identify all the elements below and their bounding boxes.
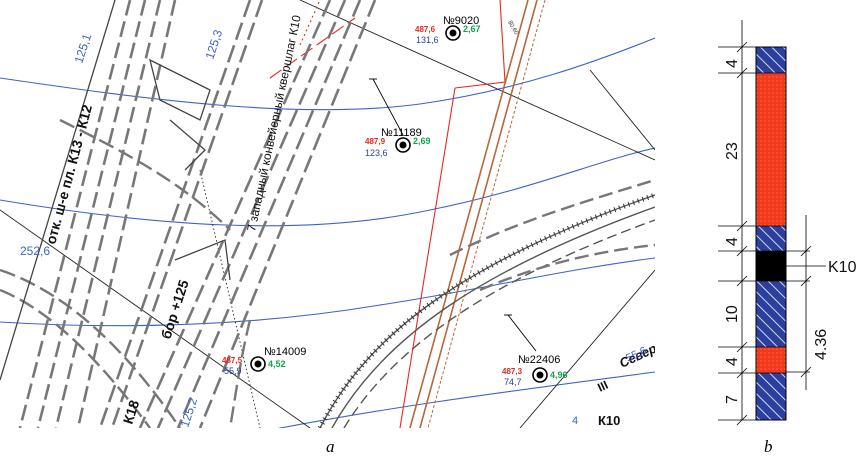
caption-a: a — [326, 437, 335, 456]
tunnel-lines-center — [98, 0, 377, 428]
layer-bottom-hatched — [756, 373, 786, 420]
contour-value-1253: 125,3 — [203, 28, 226, 61]
well-green-value: 4,52 — [268, 359, 286, 369]
mine-plan-map: 7 западный конвейерный квершлаг К10 отк.… — [0, 0, 655, 429]
thickness-label: 4 — [724, 357, 741, 366]
offset-label: 4.36 — [813, 329, 830, 360]
well-red-value: 487,9 — [365, 137, 386, 146]
contour-value-1252: 125,2 — [178, 396, 201, 429]
layer-upper-red — [756, 73, 786, 226]
leader-line — [372, 78, 404, 136]
well-14009: №14009 487,5 4,52 55,9 — [222, 346, 306, 376]
bor-label: бор +125 — [158, 278, 192, 341]
contour-value-2526: 252,6 — [20, 244, 50, 258]
leader-line — [507, 314, 537, 352]
well-label: №14009 — [264, 346, 306, 358]
seam-label: K10 — [828, 259, 857, 276]
well-red-value: 487,5 — [222, 356, 243, 365]
thickness-label: 4 — [724, 237, 741, 246]
well-22406: №22406 487,3 4,96 74,7 — [502, 314, 568, 387]
thickness-label: 10 — [724, 305, 741, 323]
well-red-value: 487,3 — [502, 367, 523, 376]
k10-label: К10 — [598, 413, 620, 428]
well-label: №22406 — [518, 354, 560, 366]
well-blue-value: 55,9 — [224, 366, 242, 376]
tunnel-solid — [0, 0, 231, 381]
layer-top-hatched — [756, 47, 786, 73]
tunnel-lines-left — [18, 0, 177, 428]
main-gallery — [317, 178, 655, 428]
caption-b: b — [764, 437, 773, 456]
well-label: №9020 — [443, 15, 479, 27]
well-blue-value: 131,6 — [416, 35, 439, 45]
thickness-label: 4 — [724, 59, 741, 68]
tunnel-lines-lower — [0, 118, 252, 428]
roman-label: III — [595, 378, 610, 395]
well-green-value: 2,69 — [413, 136, 431, 146]
stratigraphic-column: 4 23 4 10 4 7 4.36 K10 — [718, 20, 857, 426]
layer-coal-seam — [756, 251, 786, 281]
well-blue-value: 123,6 — [365, 148, 388, 158]
well-green-value: 2,67 — [463, 24, 481, 34]
thickness-label: 7 — [724, 395, 741, 404]
well-green-value: 4,96 — [550, 370, 568, 380]
contour-value-1251: 125,1 — [72, 32, 95, 65]
layer-lower-red — [756, 347, 786, 373]
well-9020: №9020 487,6 2,67 131,6 — [415, 15, 481, 45]
well-blue-value: 74,7 — [504, 377, 522, 387]
well-label: №11189 — [381, 127, 422, 139]
well-red-value: 487,6 — [415, 25, 436, 34]
layer-hatched-2 — [756, 226, 786, 251]
small-label: 80,60 — [506, 20, 519, 37]
thickness-label: 23 — [724, 142, 741, 160]
right-dimension — [786, 215, 826, 390]
grid-lines — [0, 0, 655, 428]
railway — [409, 0, 546, 428]
well-11189: №11189 487,9 2,69 123,6 — [365, 78, 431, 158]
left-dimension — [736, 20, 748, 426]
k18-label: К18 — [120, 398, 143, 426]
contour-value-4: 4 — [572, 415, 578, 427]
thickness-labels: 4 23 4 10 4 7 4.36 K10 — [724, 59, 857, 404]
layer-hatched-3 — [756, 281, 786, 347]
